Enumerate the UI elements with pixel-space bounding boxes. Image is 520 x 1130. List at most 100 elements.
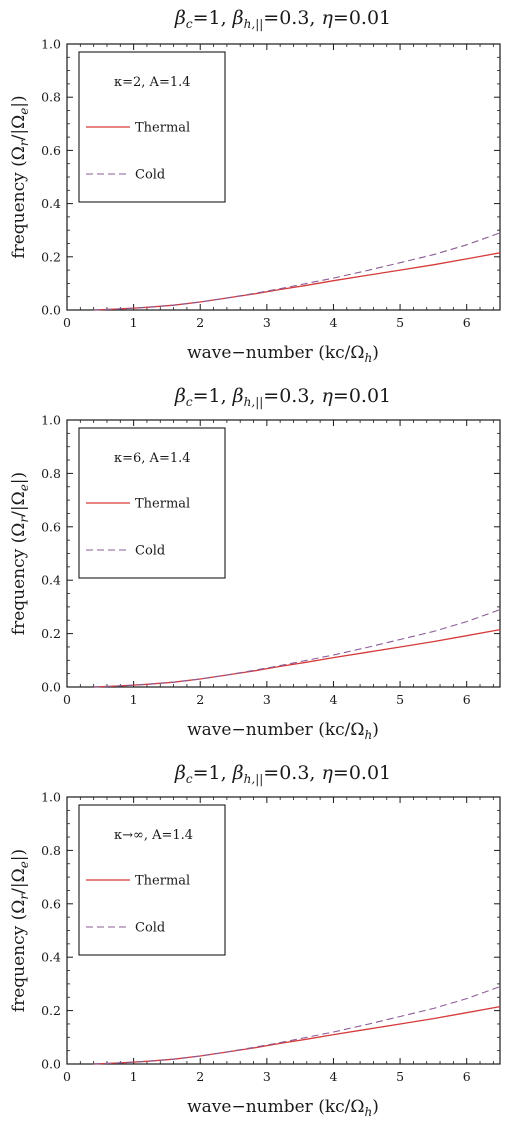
x-tick-label: 6 (463, 315, 471, 330)
x-axis-label-subscript: h (365, 1105, 373, 1119)
title-beta-h-value: =0.3, (263, 385, 321, 407)
x-axis-label-close: ) (372, 1097, 379, 1117)
x-axis-label-subscript: h (365, 351, 373, 365)
series-line-cold (93, 986, 501, 1065)
title-beta-c-value: =1, (193, 762, 233, 784)
y-axis-label-subscript-e: e (17, 484, 31, 491)
x-tick-label: 6 (463, 1069, 471, 1084)
x-tick-label: 3 (263, 692, 271, 707)
y-tick-label: 0.6 (41, 519, 61, 534)
y-tick-label: 0.0 (41, 1057, 61, 1072)
y-axis-label-subscript-r: r (17, 139, 31, 146)
title-beta-c: β (174, 385, 186, 407)
x-tick-label: 1 (130, 692, 138, 707)
series-line-cold (93, 232, 501, 311)
title-eta-symbol: η (322, 7, 334, 29)
legend-label-thermal: Thermal (135, 121, 190, 136)
chart-panel-1: βc=1, βh,||=0.3, η=0.010 1 2 3 4 5 60.00.20.40… (9, 7, 501, 365)
y-tick-label: 0.8 (41, 90, 61, 105)
chart-panel-2: βc=1, βh,||=0.3, η=0.010 1 2 3 4 5 60.00.20.40… (9, 385, 501, 742)
title-subscript-c: c (186, 395, 193, 409)
series-line-thermal (93, 628, 501, 688)
x-tick-label: 6 (463, 692, 471, 707)
x-axis-label: wave−number (kc/Ωh) (187, 343, 379, 365)
y-tick-label: 0.2 (41, 626, 61, 641)
x-axis-label-close: ) (372, 720, 379, 740)
x-tick-label: 0 (63, 1069, 71, 1084)
title-beta-c-value: =1, (193, 385, 233, 407)
legend-label-cold: Cold (135, 544, 165, 559)
y-tick-label: 0.8 (41, 466, 61, 481)
x-tick-label: 2 (196, 692, 204, 707)
chart-title: βc=1, βh,||=0.3, η=0.01 (174, 7, 391, 31)
y-tick-label: 1.0 (41, 37, 61, 52)
title-eta-value: =0.01 (333, 7, 391, 29)
x-tick-label: 3 (263, 1069, 271, 1084)
title-subscript-c: c (186, 17, 193, 31)
x-tick-label: 4 (329, 315, 337, 330)
title-beta-c: β (174, 762, 186, 784)
chart-panel-3: βc=1, βh,||=0.3, η=0.010 1 2 3 4 5 60.00.20.40… (9, 762, 501, 1119)
x-tick-label: 0 (63, 315, 71, 330)
y-axis-label-subscript-e: e (17, 108, 31, 115)
y-axis-label-close: |) (9, 95, 29, 107)
x-tick-label: 4 (329, 692, 337, 707)
legend-label-thermal: Thermal (135, 874, 190, 889)
x-axis-label-main: wave−number (kc/Ω (187, 720, 364, 740)
title-subscript-h: h,|| (244, 395, 264, 409)
title-beta-c: β (174, 7, 186, 29)
title-beta-h: β (232, 7, 244, 29)
x-axis-label: wave−number (kc/Ωh) (187, 1097, 379, 1119)
y-tick-label: 0.0 (41, 303, 61, 318)
x-axis-label-subscript: h (365, 728, 373, 742)
x-axis-label-main: wave−number (kc/Ω (187, 343, 364, 363)
y-tick-label: 0.6 (41, 143, 61, 158)
title-beta-c-value: =1, (193, 7, 233, 29)
y-axis-label-close: |) (9, 472, 29, 484)
legend-label-cold: Cold (135, 168, 165, 183)
y-axis-label-subscript-r: r (17, 516, 31, 523)
title-eta-value: =0.01 (333, 762, 391, 784)
x-tick-label: 4 (329, 1069, 337, 1084)
y-tick-label: 0.8 (41, 843, 61, 858)
legend-header: κ→∞, A=1.4 (114, 828, 193, 843)
y-axis-label-mid: /|Ω (9, 491, 29, 517)
x-tick-label: 1 (130, 315, 138, 330)
y-axis-label-subscript-e: e (17, 861, 31, 868)
y-axis-label: frequency (Ωr/|Ωe|) (9, 95, 31, 258)
y-tick-label: 0.2 (41, 249, 61, 264)
series-line-thermal (93, 252, 501, 311)
y-tick-label: 0.4 (41, 196, 61, 211)
y-axis-label-main: frequency (Ω (9, 523, 29, 636)
x-tick-label: 3 (263, 315, 271, 330)
legend-label-cold: Cold (135, 921, 165, 936)
title-subscript-h: h,|| (244, 17, 264, 31)
series-line-cold (93, 609, 501, 688)
chart-title: βc=1, βh,||=0.3, η=0.01 (174, 762, 391, 786)
y-tick-label: 0.4 (41, 573, 61, 588)
y-axis-label-mid: /|Ω (9, 868, 29, 894)
y-tick-label: 1.0 (41, 790, 61, 805)
y-axis-label-main: frequency (Ω (9, 900, 29, 1013)
title-beta-h: β (232, 762, 244, 784)
y-axis-label: frequency (Ωr/|Ωe|) (9, 472, 31, 635)
y-tick-label: 0.4 (41, 950, 61, 965)
y-axis-label-subscript-r: r (17, 893, 31, 900)
y-axis-label-mid: /|Ω (9, 115, 29, 141)
y-tick-label: 0.0 (41, 680, 61, 695)
title-subscript-h: h,|| (244, 772, 264, 786)
legend-header: κ=6, A=1.4 (114, 451, 191, 466)
title-eta-value: =0.01 (333, 385, 391, 407)
x-tick-label: 2 (196, 315, 204, 330)
title-beta-h: β (232, 385, 244, 407)
x-axis-label-close: ) (372, 343, 379, 363)
series-line-thermal (93, 1005, 501, 1065)
x-tick-label: 0 (63, 692, 71, 707)
y-tick-label: 1.0 (41, 413, 61, 428)
y-tick-label: 0.6 (41, 896, 61, 911)
x-axis-label-main: wave−number (kc/Ω (187, 1097, 364, 1117)
y-axis-label-main: frequency (Ω (9, 146, 29, 259)
y-axis-label-close: |) (9, 849, 29, 861)
title-beta-h-value: =0.3, (263, 7, 321, 29)
